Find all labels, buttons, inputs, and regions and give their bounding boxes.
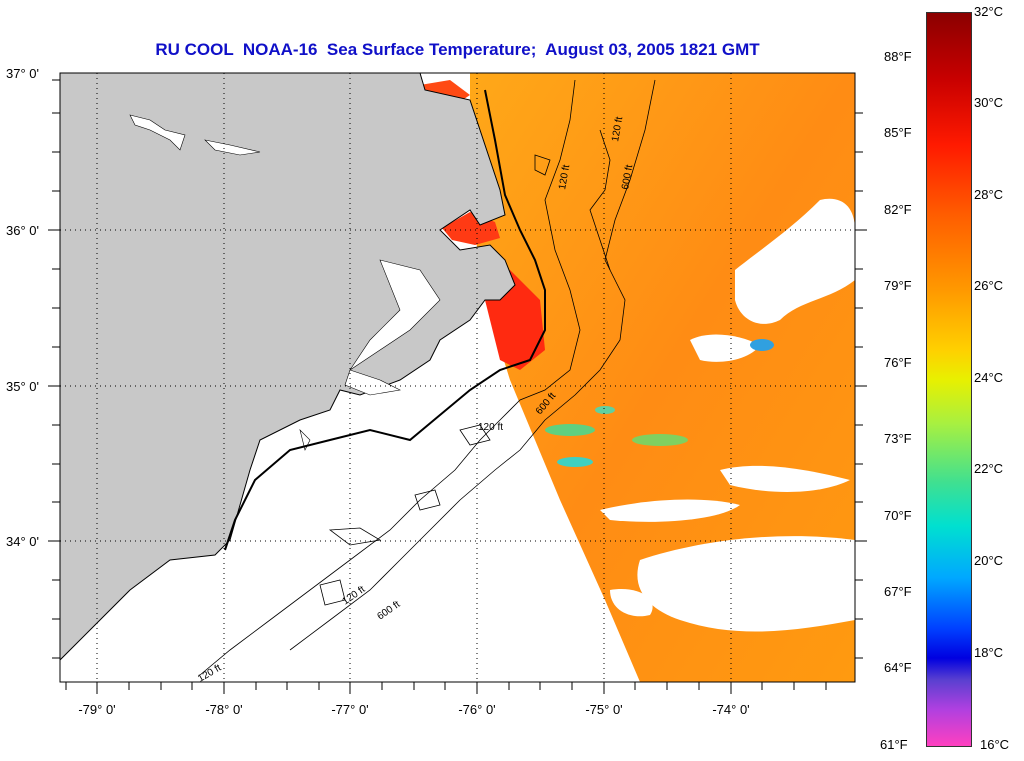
lat-label-35: 35° 0' <box>6 379 39 394</box>
colorbar-f-label: 64°F <box>884 660 912 675</box>
colorbar-f-label: 61°F <box>880 737 908 752</box>
map-title: RU COOL NOAA-16 Sea Surface Temperature;… <box>155 40 760 59</box>
svg-text:120 ft: 120 ft <box>610 116 625 143</box>
colorbar-c-label: 16°C <box>980 737 1010 752</box>
axis-ticks <box>48 79 867 694</box>
colorbar-f-label: 85°F <box>884 125 912 140</box>
temperature-colorbar <box>926 12 972 747</box>
colorbar-c-label: 20°C <box>974 553 1004 568</box>
lat-label-36: 36° 0' <box>6 223 39 238</box>
lon-label-76: -76° 0' <box>458 702 496 717</box>
svg-text:600 ft: 600 ft <box>620 164 635 191</box>
colorbar-c-label: 32°C <box>974 4 1004 19</box>
colorbar-f-label: 73°F <box>884 431 912 446</box>
cool-patches <box>545 339 774 467</box>
colorbar-c-label: 22°C <box>974 461 1004 476</box>
lat-label-34: 34° 0' <box>6 534 39 549</box>
colorbar-c-label: 30°C <box>974 95 1004 110</box>
lon-label-78: -78° 0' <box>205 702 243 717</box>
sst-swath <box>470 73 855 682</box>
colorbar-f-label: 82°F <box>884 202 912 217</box>
colorbar-f-label: 76°F <box>884 355 912 370</box>
colorbar-f-label: 88°F <box>884 49 912 64</box>
lon-label-77: -77° 0' <box>331 702 369 717</box>
coastline <box>224 89 546 551</box>
svg-text:120 ft: 120 ft <box>557 164 572 191</box>
lon-label-79: -79° 0' <box>78 702 116 717</box>
colorbar-f-label: 67°F <box>884 584 912 599</box>
colorbar-c-label: 24°C <box>974 370 1004 385</box>
colorbar-c-label: 26°C <box>974 278 1004 293</box>
inland-water <box>129 114 441 451</box>
colorbar-c-label: 28°C <box>974 187 1004 202</box>
svg-text:120 ft: 120 ft <box>478 422 503 433</box>
colorbar-f-label: 79°F <box>884 278 912 293</box>
bathymetry-contours <box>199 79 656 676</box>
lon-label-74: -74° 0' <box>712 702 750 717</box>
land-mass <box>60 73 516 661</box>
map-frame <box>59 72 856 683</box>
colorbar-c-label: 18°C <box>974 645 1004 660</box>
colorbar-f-label: 70°F <box>884 508 912 523</box>
lon-label-75: -75° 0' <box>585 702 623 717</box>
lat-label-37: 37° 0' <box>6 66 39 81</box>
